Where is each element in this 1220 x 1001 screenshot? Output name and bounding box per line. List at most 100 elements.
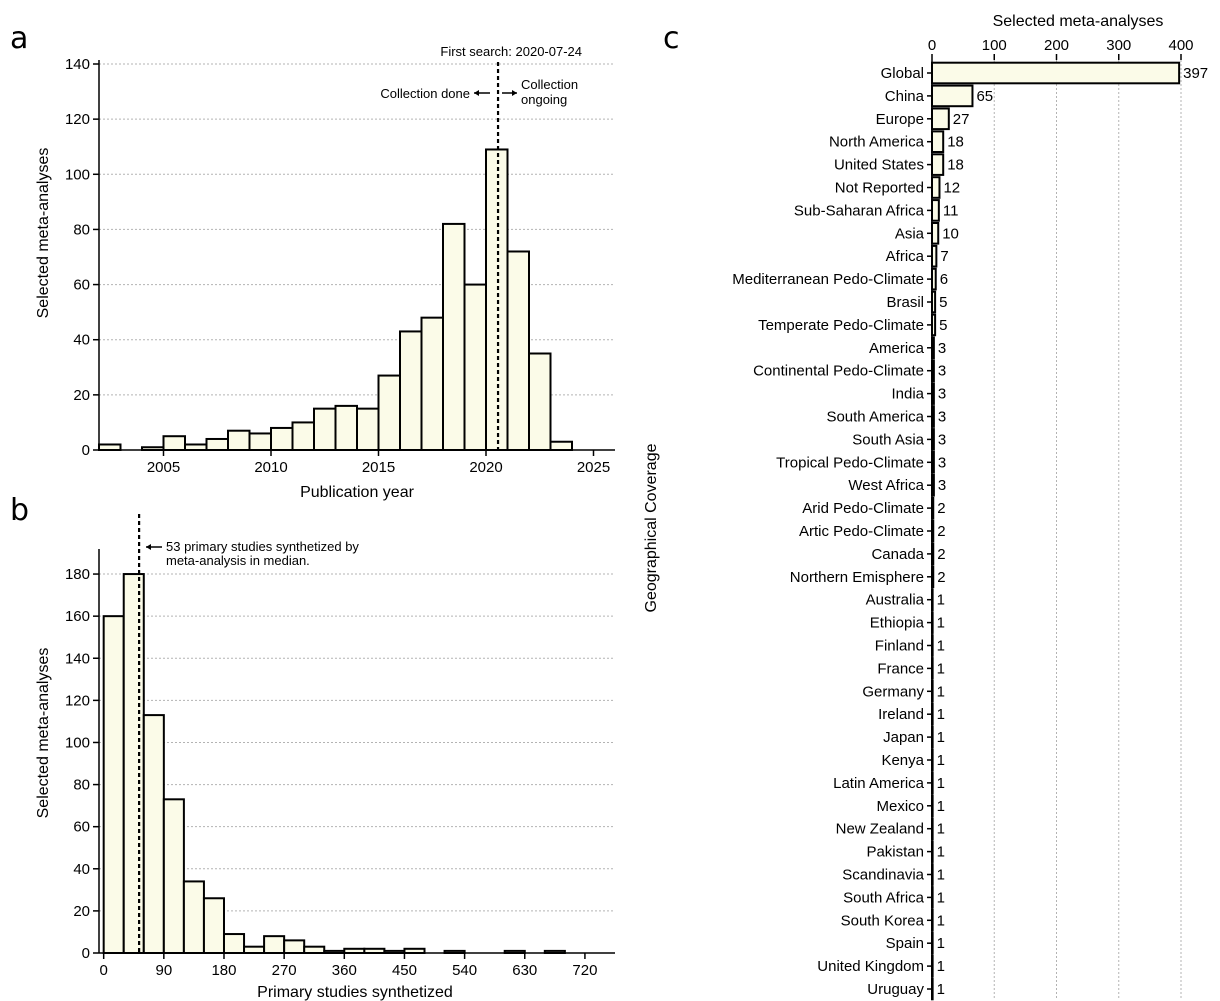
panel-a-bar — [227, 429, 251, 452]
panel-a-search-date-label: First search: 2020-07-24 — [440, 44, 582, 59]
panel-c-bar — [931, 199, 940, 222]
panel-a-y-tick-label: 120 — [65, 111, 90, 128]
panel-c-bar — [931, 153, 945, 176]
panel-b-arrow-head — [146, 544, 151, 550]
panel-c-category-label: South America — [826, 409, 924, 426]
panel-b-y-tick-label: 0 — [82, 945, 90, 962]
panel-c-x-tick-label: 0 — [928, 37, 936, 54]
panel-a-bar — [442, 222, 466, 451]
panel-c-data-label: 397 — [1183, 65, 1208, 82]
panel-a-annotation-done: Collection done — [380, 86, 470, 101]
panel-a-x-tick-label: 2015 — [362, 459, 395, 476]
panel-c-category-label: Kenya — [881, 752, 924, 769]
panel-a-y-tick-label: 0 — [82, 442, 90, 459]
panel-b-x-tick-label: 180 — [211, 962, 236, 979]
panel-a-bar — [98, 443, 122, 452]
panel-c-category-label: Sub-Saharan Africa — [794, 202, 925, 219]
panel-c-data-label: 18 — [947, 157, 964, 174]
panel-b-y-tick-label: 140 — [65, 650, 90, 667]
panel-c-data-label: 1 — [937, 935, 945, 952]
panel-c-ylabel: Geographical Coverage — [643, 443, 660, 612]
panel-a-bar — [377, 374, 401, 451]
panel-c-x-tick-label: 300 — [1106, 37, 1131, 54]
panel-c-category-label: Tropical Pedo-Climate — [776, 454, 924, 471]
panel-c-data-label: 18 — [947, 134, 964, 151]
panel-a-annotation-ongoing-2: ongoing — [521, 92, 567, 107]
panel-a-bar — [313, 407, 337, 451]
panel-b-ylabel: Selected meta-analyses — [35, 648, 52, 819]
panel-b-bar — [142, 714, 165, 955]
panel-a-bar — [248, 432, 272, 452]
panel-b-annotation-2: meta-analysis in median. — [166, 553, 310, 568]
panel-a-arrow-left-head — [474, 90, 479, 96]
panel-a-y-tick-label: 140 — [65, 56, 90, 73]
panel-c-category-label: China — [885, 88, 925, 105]
panel-b-y-tick-label: 80 — [73, 777, 90, 794]
panel-a-x-tick-label: 2020 — [469, 459, 502, 476]
panel-b-bar — [122, 573, 145, 954]
panel-a-bar — [184, 443, 208, 452]
grid-layer — [99, 60, 1182, 999]
panel-c-category-label: Finland — [875, 638, 924, 655]
panel-c-data-label: 7 — [940, 248, 948, 265]
axis-layer — [93, 54, 1182, 999]
panel-c-category-label: Pakistan — [866, 844, 924, 861]
panel-c-data-label: 11 — [943, 202, 959, 219]
panel-c-data-label: 1 — [937, 775, 945, 792]
panel-a-bar — [463, 283, 487, 452]
panel-c-bar — [931, 176, 941, 199]
panel-c-x-tick-label: 100 — [982, 37, 1007, 54]
panel-b-x-tick-label: 450 — [392, 962, 417, 979]
panel-a-bar — [291, 421, 315, 451]
panel-c-bar — [931, 107, 950, 131]
panel-letter-c: c — [663, 21, 680, 56]
panel-b-x-tick-label: 90 — [155, 962, 172, 979]
panel-letter-a: a — [10, 21, 28, 56]
panel-c-category-label: South Africa — [843, 889, 925, 906]
panel-c-data-label: 3 — [938, 409, 946, 426]
panel-b-bar — [202, 897, 225, 955]
panel-a-bar — [205, 437, 229, 452]
panel-b-y-tick-label: 120 — [65, 692, 90, 709]
panel-c-data-label: 65 — [976, 88, 993, 105]
panel-a-bar — [162, 435, 186, 452]
panel-a-y-tick-label: 60 — [73, 277, 90, 294]
bar-layer — [98, 61, 1181, 1001]
panel-a-y-tick-label: 80 — [73, 221, 90, 238]
panel-c-category-label: Northern Emisphere — [790, 569, 924, 586]
panel-a-annotation-ongoing-1: Collection — [521, 77, 578, 92]
panel-c-category-label: Artic Pedo-Climate — [799, 523, 924, 540]
panel-c-category-label: Africa — [886, 248, 925, 265]
panel-a-bar — [270, 426, 294, 452]
panel-c-xlabel: Selected meta-analyses — [993, 13, 1164, 30]
panel-c-data-label: 2 — [937, 569, 945, 586]
panel-c-category-label: Not Reported — [835, 180, 924, 197]
text-layer: a b c Publication year Selected meta-ana… — [10, 13, 1208, 1001]
panel-c-bar — [931, 84, 974, 108]
panel-c-category-label: Asia — [895, 225, 925, 242]
panel-c-category-label: Australia — [866, 592, 925, 609]
panel-b-y-tick-label: 60 — [73, 819, 90, 836]
panel-c-category-label: America — [869, 340, 925, 357]
panel-c-category-label: Japan — [883, 729, 924, 746]
panel-c-data-label: 3 — [938, 386, 946, 403]
panel-b-y-tick-label: 40 — [73, 861, 90, 878]
panel-c-category-label: New Zealand — [836, 821, 924, 838]
panel-c-data-label: 1 — [937, 821, 945, 838]
panel-letter-b: b — [10, 493, 29, 528]
panel-c-category-label: Mediterranean Pedo-Climate — [732, 271, 924, 288]
panel-a-bar — [334, 404, 358, 451]
panel-a-bar — [506, 250, 530, 451]
panel-c-data-label: 1 — [937, 844, 945, 861]
reference-line-layer — [138, 62, 500, 953]
panel-b-x-tick-label: 540 — [452, 962, 477, 979]
panel-a-y-tick-label: 100 — [65, 166, 90, 183]
panel-c-data-label: 1 — [937, 660, 945, 677]
panel-c-data-label: 1 — [937, 752, 945, 769]
panel-c-data-label: 12 — [943, 180, 960, 197]
panel-c-category-label: India — [891, 386, 924, 403]
panel-b-x-tick-label: 0 — [100, 962, 108, 979]
panel-c-data-label: 1 — [937, 912, 945, 929]
panel-c-category-label: France — [877, 660, 924, 677]
